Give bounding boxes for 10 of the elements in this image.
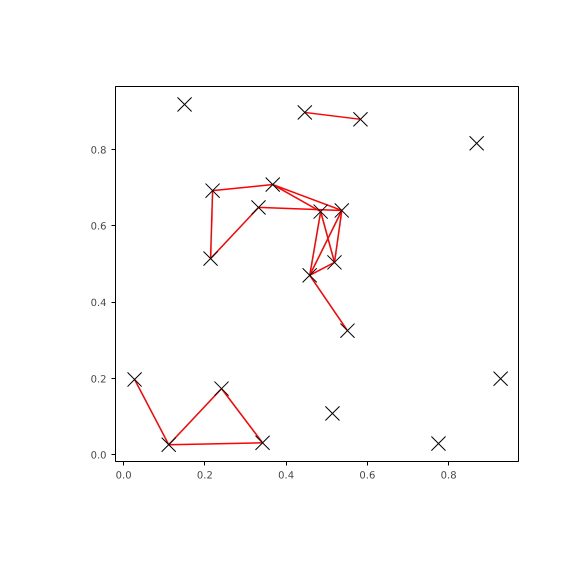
y-tick-label: 0.6 — [90, 222, 107, 233]
x-tick-label: 0.0 — [116, 470, 132, 482]
x-tick-label: 0.2 — [196, 470, 213, 482]
y-tick-label: 0.0 — [90, 450, 107, 462]
y-tick-label: 0.8 — [90, 145, 107, 156]
x-tick-label: 0.6 — [359, 470, 376, 482]
y-tick-label: 0.4 — [90, 298, 107, 310]
x-tick-label: 0.4 — [278, 470, 294, 482]
y-tick-label: 0.2 — [90, 374, 107, 386]
x-tick-label: 0.8 — [440, 470, 457, 482]
